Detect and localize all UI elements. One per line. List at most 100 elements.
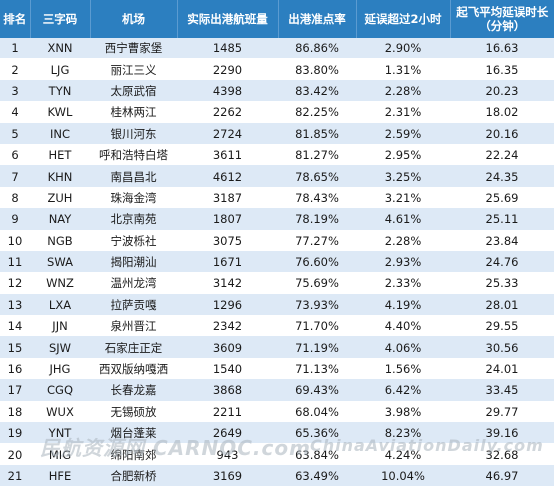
cell-airport: 宁波栎社 bbox=[90, 230, 177, 251]
cell-departures: 1485 bbox=[177, 38, 278, 59]
cell-ontime-rate: 63.84% bbox=[278, 444, 356, 465]
cell-delay-2h: 2.95% bbox=[356, 144, 450, 165]
cell-departures: 1671 bbox=[177, 251, 278, 272]
cell-ontime-rate: 65.36% bbox=[278, 423, 356, 444]
cell-ontime-rate: 86.86% bbox=[278, 38, 356, 59]
cell-code: XNN bbox=[30, 38, 90, 59]
cell-departures: 3868 bbox=[177, 380, 278, 401]
cell-ontime-rate: 69.43% bbox=[278, 380, 356, 401]
cell-delay-2h: 4.40% bbox=[356, 316, 450, 337]
cell-delay-2h: 2.33% bbox=[356, 273, 450, 294]
cell-airport: 南昌昌北 bbox=[90, 166, 177, 187]
header-rank: 排名 bbox=[0, 0, 30, 38]
cell-code: KHN bbox=[30, 166, 90, 187]
cell-avg-delay: 25.11 bbox=[450, 209, 554, 230]
cell-airport: 拉萨贡嘎 bbox=[90, 294, 177, 315]
header-code: 三字码 bbox=[30, 0, 90, 38]
cell-delay-2h: 2.59% bbox=[356, 123, 450, 144]
header-ontime-rate: 出港准点率 bbox=[278, 0, 356, 38]
cell-airport: 西双版纳嘎洒 bbox=[90, 358, 177, 379]
cell-delay-2h: 4.06% bbox=[356, 337, 450, 358]
cell-delay-2h: 3.98% bbox=[356, 401, 450, 422]
cell-ontime-rate: 73.93% bbox=[278, 294, 356, 315]
cell-code: NGB bbox=[30, 230, 90, 251]
cell-delay-2h: 10.04% bbox=[356, 465, 450, 486]
cell-airport: 石家庄正定 bbox=[90, 337, 177, 358]
cell-airport: 长春龙嘉 bbox=[90, 380, 177, 401]
cell-departures: 2724 bbox=[177, 123, 278, 144]
cell-delay-2h: 8.23% bbox=[356, 423, 450, 444]
cell-delay-2h: 2.31% bbox=[356, 102, 450, 123]
cell-delay-2h: 2.28% bbox=[356, 230, 450, 251]
cell-avg-delay: 33.45 bbox=[450, 380, 554, 401]
cell-avg-delay: 30.56 bbox=[450, 337, 554, 358]
cell-avg-delay: 24.35 bbox=[450, 166, 554, 187]
header-delay-2h: 延误超过2小时 bbox=[356, 0, 450, 38]
cell-avg-delay: 22.24 bbox=[450, 144, 554, 165]
cell-rank: 6 bbox=[0, 144, 30, 165]
cell-departures: 2290 bbox=[177, 59, 278, 80]
cell-avg-delay: 46.97 bbox=[450, 465, 554, 486]
cell-delay-2h: 1.31% bbox=[356, 59, 450, 80]
cell-code: SWA bbox=[30, 251, 90, 272]
cell-delay-2h: 3.25% bbox=[356, 166, 450, 187]
cell-code: NAY bbox=[30, 209, 90, 230]
cell-departures: 2342 bbox=[177, 316, 278, 337]
cell-rank: 4 bbox=[0, 102, 30, 123]
cell-rank: 8 bbox=[0, 187, 30, 208]
cell-delay-2h: 1.56% bbox=[356, 358, 450, 379]
header-row: 排名 三字码 机场 实际出港航班量 出港准点率 延误超过2小时 起飞平均延误时长… bbox=[0, 0, 554, 38]
cell-rank: 15 bbox=[0, 337, 30, 358]
cell-ontime-rate: 78.65% bbox=[278, 166, 356, 187]
cell-avg-delay: 25.69 bbox=[450, 187, 554, 208]
cell-airport: 合肥新桥 bbox=[90, 465, 177, 486]
cell-departures: 3075 bbox=[177, 230, 278, 251]
cell-ontime-rate: 68.04% bbox=[278, 401, 356, 422]
cell-avg-delay: 24.76 bbox=[450, 251, 554, 272]
cell-ontime-rate: 77.27% bbox=[278, 230, 356, 251]
cell-rank: 9 bbox=[0, 209, 30, 230]
cell-airport: 银川河东 bbox=[90, 123, 177, 144]
cell-rank: 11 bbox=[0, 251, 30, 272]
cell-departures: 3169 bbox=[177, 465, 278, 486]
cell-ontime-rate: 71.19% bbox=[278, 337, 356, 358]
cell-rank: 16 bbox=[0, 358, 30, 379]
cell-departures: 2262 bbox=[177, 102, 278, 123]
cell-ontime-rate: 83.42% bbox=[278, 80, 356, 101]
cell-rank: 13 bbox=[0, 294, 30, 315]
cell-ontime-rate: 81.27% bbox=[278, 144, 356, 165]
cell-delay-2h: 3.21% bbox=[356, 187, 450, 208]
cell-ontime-rate: 82.25% bbox=[278, 102, 356, 123]
cell-rank: 3 bbox=[0, 80, 30, 101]
cell-delay-2h: 2.28% bbox=[356, 80, 450, 101]
header-departures: 实际出港航班量 bbox=[177, 0, 278, 38]
cell-rank: 17 bbox=[0, 380, 30, 401]
cell-departures: 2649 bbox=[177, 423, 278, 444]
cell-departures: 4612 bbox=[177, 166, 278, 187]
cell-rank: 1 bbox=[0, 38, 30, 59]
cell-airport: 泉州晋江 bbox=[90, 316, 177, 337]
cell-departures: 1296 bbox=[177, 294, 278, 315]
cell-avg-delay: 23.84 bbox=[450, 230, 554, 251]
cell-ontime-rate: 71.70% bbox=[278, 316, 356, 337]
cell-ontime-rate: 76.60% bbox=[278, 251, 356, 272]
